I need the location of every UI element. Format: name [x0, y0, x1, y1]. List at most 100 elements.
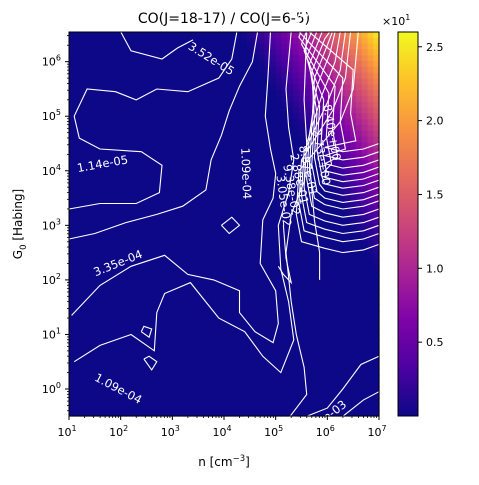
heatmap-cell [275, 293, 283, 301]
heatmap-cell [201, 43, 208, 51]
heatmap-cell [172, 130, 179, 138]
heatmap-cell [304, 357, 311, 365]
heatmap-cell [97, 136, 105, 144]
heatmap-cell [120, 165, 128, 173]
heatmap-cell [344, 317, 351, 324]
heatmap-cell [103, 410, 110, 417]
heatmap-cell [80, 293, 87, 301]
heatmap-cell [246, 154, 254, 161]
heatmap-cell [178, 247, 185, 254]
heatmap-cell [218, 148, 225, 155]
heatmap-cell [333, 43, 340, 51]
heatmap-cell [149, 148, 156, 155]
heatmap-cell [172, 72, 179, 80]
heatmap-cell [264, 49, 271, 56]
heatmap-cell [132, 241, 139, 248]
heatmap-cell [361, 206, 369, 213]
heatmap-cell [189, 410, 196, 417]
heatmap-cell [166, 119, 173, 126]
heatmap-cell [333, 241, 340, 248]
heatmap-cell [241, 177, 248, 184]
heatmap-cell [258, 404, 265, 411]
heatmap-cell [155, 311, 162, 318]
heatmap-cell [373, 258, 380, 266]
heatmap-cell [298, 282, 305, 289]
heatmap-cell [264, 101, 271, 109]
heatmap-cell [109, 404, 116, 411]
heatmap-cell [189, 375, 196, 382]
heatmap-cell [224, 160, 231, 167]
heatmap-cell [69, 43, 76, 51]
heatmap-cell [114, 194, 122, 202]
heatmap-cell [310, 375, 317, 382]
heatmap-cell [338, 340, 346, 347]
heatmap-cell [172, 264, 179, 272]
heatmap-cell [304, 247, 311, 254]
heatmap-cell [97, 107, 105, 115]
contour-line [295, 31, 380, 254]
heatmap-cell [258, 130, 265, 138]
heatmap-cell [149, 293, 156, 301]
heatmap-cell [356, 369, 363, 376]
heatmap-cell [252, 72, 260, 80]
heatmap-cell [137, 270, 145, 277]
heatmap-cell [327, 148, 334, 155]
heatmap-cell [201, 404, 208, 411]
heatmap-cell [183, 72, 191, 80]
heatmap-cell [195, 322, 202, 330]
heatmap-cell [126, 328, 133, 336]
heatmap-cell [149, 84, 156, 91]
heatmap-cell [218, 101, 225, 109]
heatmap-cell [195, 148, 202, 155]
heatmap-cell [350, 357, 357, 365]
heatmap-cell [69, 66, 76, 74]
heatmap-cell [91, 32, 99, 39]
heatmap-cell [155, 43, 162, 51]
heatmap-cell [126, 84, 133, 91]
heatmap-cell [189, 84, 196, 91]
heatmap-cell [120, 119, 128, 126]
heatmap-cell [367, 107, 374, 115]
heatmap-cell [361, 224, 369, 231]
heatmap-cell [109, 165, 116, 173]
heatmap-cell [344, 66, 351, 74]
heatmap-cell [206, 386, 214, 394]
heatmap-cell [292, 392, 300, 400]
heatmap-cell [235, 293, 242, 301]
heatmap-cell [195, 340, 202, 347]
heatmap-cell [206, 32, 214, 39]
heatmap-cell [132, 357, 139, 365]
heatmap-cell [275, 189, 283, 196]
heatmap-cell [356, 171, 363, 179]
heatmap-cell [367, 299, 374, 307]
heatmap-cell [189, 61, 196, 68]
heatmap-cell [269, 264, 277, 272]
heatmap-cell [126, 375, 133, 382]
heatmap-cell [269, 317, 277, 324]
heatmap-cell [287, 299, 294, 307]
heatmap-cell [269, 142, 277, 149]
heatmap-cell [91, 37, 99, 45]
heatmap-cell [74, 299, 82, 307]
heatmap-cell [155, 369, 162, 376]
heatmap-cell [178, 165, 185, 173]
heatmap-cell [172, 78, 179, 85]
heatmap-cell [212, 171, 219, 179]
heatmap-cell [315, 381, 323, 388]
heatmap-cell [178, 328, 185, 336]
heatmap-cell [287, 113, 294, 120]
heatmap-cell [310, 264, 317, 272]
heatmap-cell [298, 171, 305, 179]
heatmap-cell [229, 317, 237, 324]
heatmap-cell [310, 113, 317, 120]
heatmap-cell [224, 206, 231, 213]
heatmap-cell [218, 206, 225, 213]
heatmap-cell [229, 410, 237, 417]
heatmap-cell [212, 352, 219, 359]
heatmap-cell [269, 224, 277, 231]
heatmap-cell [269, 113, 277, 120]
heatmap-cell [97, 206, 105, 213]
heatmap-cell [246, 200, 254, 208]
heatmap-cell [333, 369, 340, 376]
heatmap-cell [327, 258, 334, 266]
